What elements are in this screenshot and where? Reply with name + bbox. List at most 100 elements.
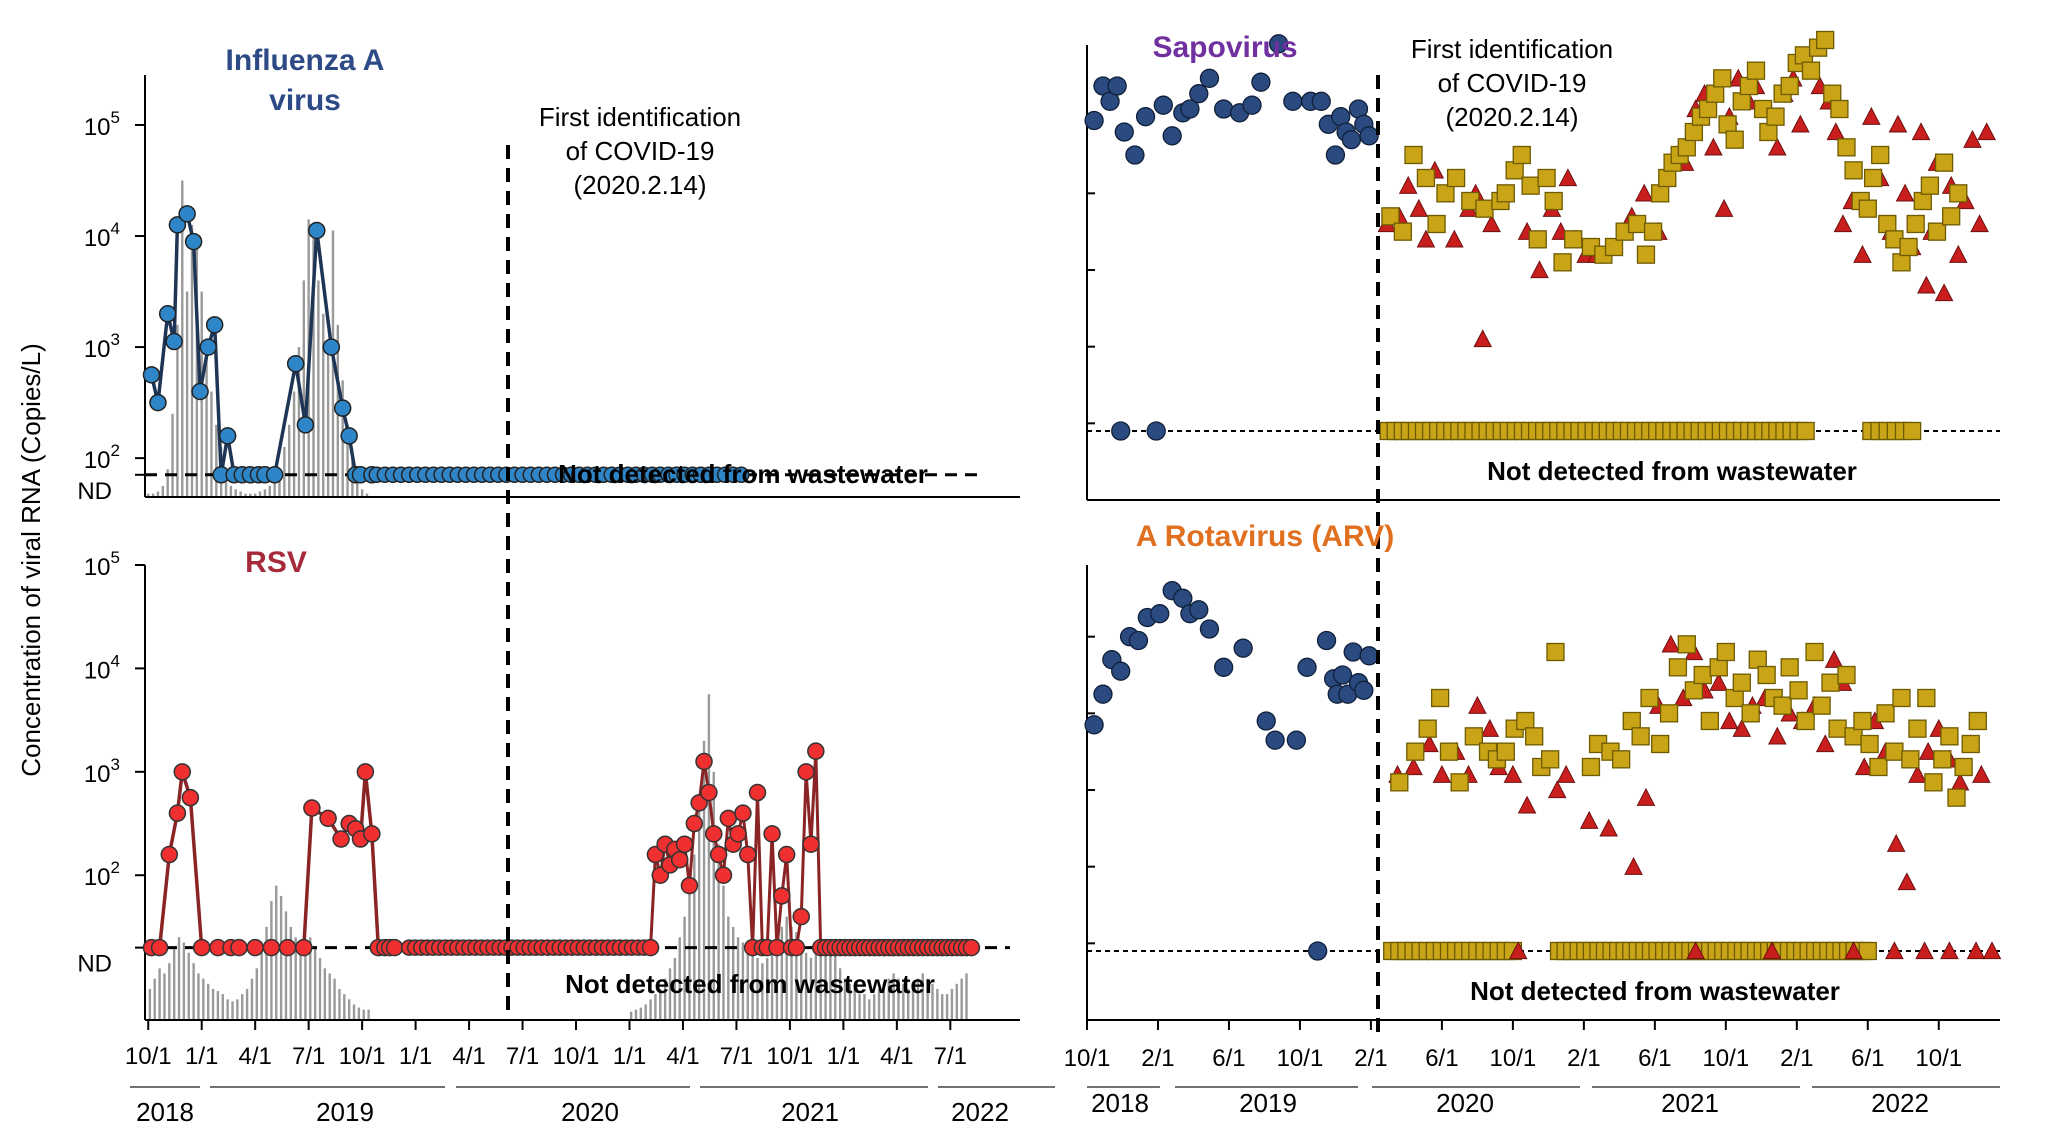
gold-square-point	[1546, 642, 1565, 662]
red-triangle-point	[1404, 757, 1423, 776]
red-triangle-point	[1636, 787, 1656, 806]
navy-circle-point	[1341, 130, 1362, 150]
rsv-point-2021	[748, 783, 767, 802]
rsv-point	[363, 825, 381, 843]
navy-circle-point	[1153, 95, 1173, 115]
flu-case-bar	[326, 347, 330, 497]
red-triangle-point	[1661, 634, 1681, 653]
red-triangle-point	[1517, 795, 1537, 814]
gold-square-point	[1521, 176, 1540, 195]
navy-circle-point	[1111, 661, 1131, 681]
rsv-case-bar	[221, 994, 224, 1020]
gold-square-point	[1439, 742, 1459, 761]
rsv-case-bar	[634, 1009, 638, 1020]
red-triangle-point	[1948, 244, 1968, 263]
gold-square-point	[1913, 191, 1932, 211]
rsv-case-bar	[780, 926, 784, 1020]
gold-square-point	[1725, 130, 1744, 149]
rsv-case-bar	[333, 978, 336, 1020]
y-tick-exponent: 5	[111, 108, 120, 127]
flu-case-bar	[317, 280, 320, 497]
red-triangle-point	[1480, 718, 1500, 737]
navy-circle-point	[1359, 126, 1379, 146]
y-tick-label: 102	[84, 441, 120, 474]
rsv-case-bar	[960, 978, 963, 1020]
rsv-point-2021	[641, 938, 660, 957]
flu-point	[168, 216, 187, 234]
right-x-tick-label: 2/1	[1780, 1045, 1813, 1072]
gold-square-point	[1968, 711, 1987, 731]
gold-square-point	[1537, 168, 1556, 188]
flu-case-bar	[215, 424, 218, 497]
rsv-point	[246, 938, 264, 957]
red-triangle-point	[1473, 329, 1493, 348]
gold-square-point	[1464, 727, 1483, 746]
flu-case-bar	[147, 493, 150, 497]
gold-square-point	[1540, 750, 1560, 769]
left-x-tick-label: 4/1	[238, 1043, 271, 1070]
rsv-case-bar	[945, 994, 949, 1020]
navy-circle-point	[1150, 604, 1170, 624]
gold-square-point	[1878, 214, 1897, 234]
panel-influenza-a: 102 103 104 105 ND	[77, 75, 1020, 505]
rsv-case-bar	[785, 916, 788, 1020]
gold-square-point	[1427, 214, 1446, 234]
gold-square-point	[1796, 711, 1815, 731]
gold-square-point	[1780, 76, 1799, 96]
navy-circle-point	[1128, 630, 1149, 651]
nd-label-rota: Not detected from wastewater	[1470, 976, 1840, 1006]
rsv-case-bar	[245, 988, 249, 1020]
rsv-case-bar	[270, 901, 273, 1020]
navy-circle-point	[1084, 715, 1104, 735]
left-x-tick-label: 4/1	[880, 1043, 913, 1070]
rsv-point-2021	[709, 845, 728, 864]
gold-square-point	[1940, 727, 1959, 746]
rsv-case-bar	[863, 994, 866, 1020]
rsv-case-bar	[848, 983, 852, 1020]
y-tick-exponent: 4	[111, 219, 120, 238]
rsv-case-bar	[168, 963, 171, 1020]
gold-square-point	[1796, 421, 1815, 441]
flu-case-bar	[263, 489, 267, 497]
rsv-point-2021	[719, 809, 738, 828]
rsv-point-2021	[714, 866, 733, 884]
gold-square-point	[1934, 153, 1954, 172]
covid-anno-right-line1: First identification	[1411, 34, 1613, 64]
right-x-tick-label: 10/1	[1915, 1045, 1962, 1072]
rsv-point	[319, 809, 337, 828]
gold-square-point	[1693, 665, 1712, 685]
rsv-case-bar	[187, 952, 190, 1020]
rsv-point-2021	[802, 835, 820, 853]
gold-square-point	[1643, 222, 1663, 241]
rsv-case-bar	[717, 844, 720, 1020]
rsv-case-bar	[197, 973, 200, 1020]
flu-case-bar	[205, 347, 208, 497]
flu-case-bar	[258, 491, 262, 497]
gold-square-point	[1604, 237, 1624, 257]
rsv-case-bar	[158, 968, 161, 1020]
red-triangle-point	[1444, 229, 1464, 248]
rsv-case-bar	[965, 973, 968, 1020]
rsv-case-bar	[172, 947, 176, 1020]
red-triangle-point	[1714, 198, 1734, 217]
gold-square-point	[1658, 168, 1677, 188]
rsv-case-bar	[800, 947, 803, 1020]
rsv-case-bar	[746, 947, 749, 1020]
rsv-case-bar	[906, 988, 910, 1020]
gold-square-point	[1718, 115, 1737, 134]
gold-square-point	[1933, 750, 1952, 769]
gold-square-point	[1581, 757, 1601, 777]
rsv-case-bar	[858, 994, 861, 1020]
rsv-case-bar	[338, 988, 341, 1020]
gold-square-point	[1553, 253, 1572, 272]
rsv-case-bar	[693, 854, 696, 1020]
flu-case-bar	[156, 491, 160, 497]
red-triangle-point	[1854, 757, 1874, 776]
red-triangle-point	[1888, 114, 1908, 133]
rsv-case-bar	[897, 978, 900, 1020]
navy-circle-point	[1332, 665, 1353, 685]
flu-case-bar	[161, 485, 165, 497]
rsv-case-bar	[882, 983, 886, 1020]
gold-square-point	[1741, 704, 1760, 723]
gold-square-point	[1837, 138, 1856, 157]
